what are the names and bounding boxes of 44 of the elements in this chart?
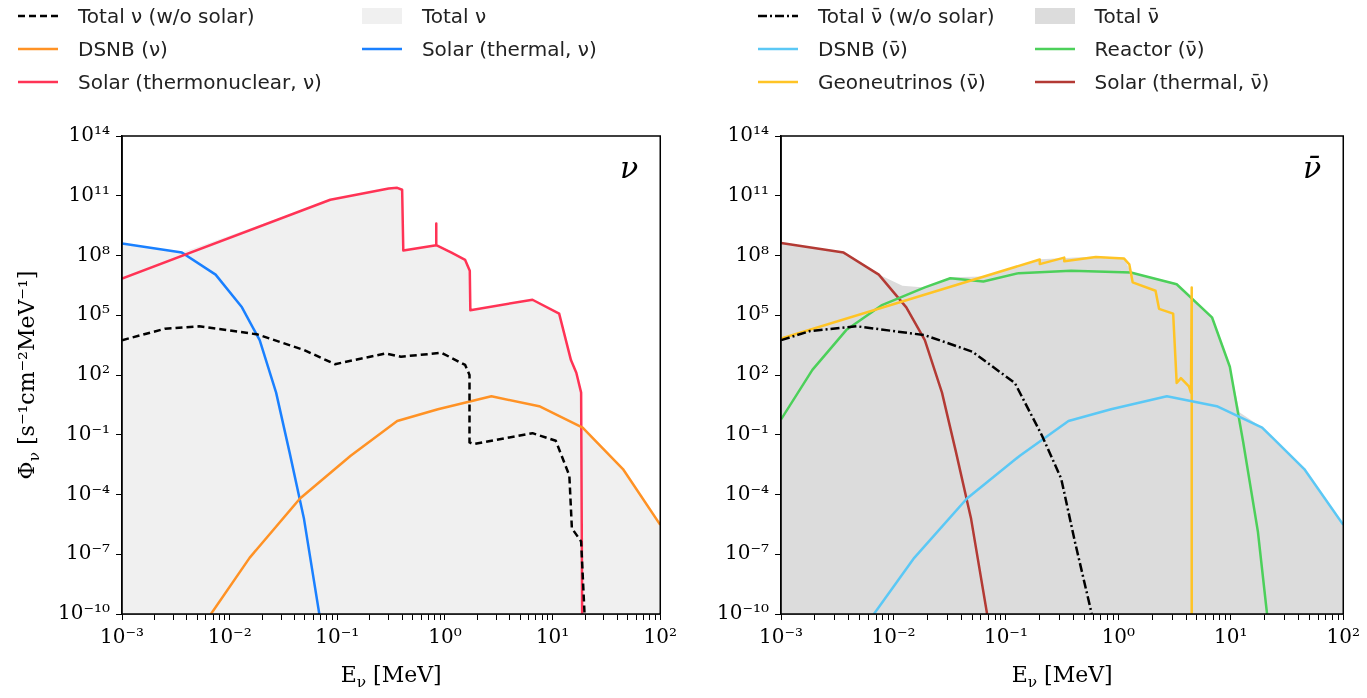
y-tick-label: 10⁻¹ [66,420,111,445]
legend-label: Total ν̄ (w/o solar) [818,3,995,28]
y-tick-label: 10¹¹ [727,181,770,206]
x-tick-label: 10² [643,624,677,649]
y-tick-label: 10⁻⁴ [66,480,111,505]
x-tick-label: 10¹ [535,624,570,649]
x-tick-label: 10⁰ [1101,624,1136,649]
legend-label: Reactor (ν̄) [1094,36,1205,61]
legend-label: Total ν [421,3,487,28]
x-tick-label: 10⁻² [207,624,252,649]
legend-label: Total ν (w/o solar) [78,3,255,28]
legend-label: Solar (thermal, ν) [421,36,597,61]
y-tick-label: 10¹¹ [68,181,111,206]
y-tick-label: 10⁻¹ [725,420,770,445]
annotation: ν̄ [1303,149,1322,185]
legend-label: Geoneutrinos (ν̄) [818,69,986,94]
y-axis-title: Φν [s⁻¹cm⁻²MeV⁻¹] [13,270,43,480]
legend-label: DSNB (ν) [78,36,168,61]
legend-label: Total ν̄ [1094,3,1159,28]
annotation: ν [620,149,639,185]
x-tick-label: 10⁻³ [759,624,804,649]
y-tick-label: 10² [735,361,770,386]
x-tick-label: 10⁻¹ [983,624,1028,649]
y-tick-label: 10⁻⁴ [725,480,770,505]
y-tick-label: 10⁻⁷ [66,540,111,565]
y-tick-label: 10² [76,361,111,386]
y-tick-label: 10⁻⁷ [725,540,770,565]
legend-label: Solar (thermonuclear, ν) [78,69,322,94]
x-tick-label: 10⁻² [871,624,916,649]
y-tick-label: 10⁸ [76,241,111,266]
y-tick-label: 10⁵ [76,301,111,326]
y-tick-label: 10⁻¹⁰ [716,600,770,625]
legend-label: Solar (thermal, ν̄) [1094,69,1270,94]
x-tick-label: 10¹ [1214,624,1248,649]
y-tick-label: 10⁻¹⁰ [57,600,111,625]
x-tick-label: 10² [1326,624,1360,649]
x-tick-label: 10⁰ [428,624,462,649]
y-tick-label: 10⁵ [735,301,770,326]
y-tick-label: 10¹⁴ [727,122,770,147]
legend-label: DSNB (ν̄) [818,36,908,61]
x-tick-label: 10⁻¹ [315,624,360,649]
y-tick-label: 10⁸ [735,241,770,266]
y-tick-label: 10¹⁴ [68,122,111,147]
x-tick-label: 10⁻³ [100,624,145,649]
